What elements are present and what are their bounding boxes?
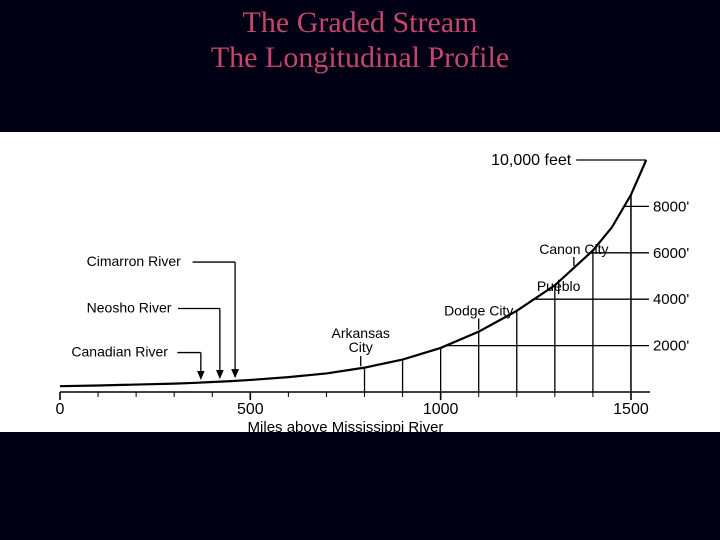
city-label: Canon City (539, 241, 608, 257)
slide: The Graded Stream The Longitudinal Profi… (0, 0, 720, 540)
longitudinal-profile-chart: 0 500 1000 1500 Miles above Mississippi Rive… (0, 132, 720, 432)
elev-label: 10,000 feet (491, 152, 572, 169)
elev-label: 6000' (653, 245, 689, 262)
slide-title: The Graded Stream The Longitudinal Profi… (0, 0, 720, 75)
elev-label: 8000' (653, 198, 689, 215)
title-line-2: The Longitudinal Profile (0, 41, 720, 76)
x-tick-label: 1500 (613, 401, 649, 418)
river-label: Canadian River (71, 344, 168, 360)
river-label: Neosho River (87, 299, 172, 315)
river-label: Cimarron River (87, 253, 181, 269)
city-label: City (349, 339, 373, 355)
x-tick-label: 500 (237, 401, 264, 418)
x-axis-label: Miles above Mississippi River (248, 419, 444, 432)
title-line-1: The Graded Stream (0, 6, 720, 41)
city-label: Dodge City (444, 302, 513, 318)
elev-label: 4000' (653, 291, 689, 308)
x-tick-label: 0 (56, 401, 65, 418)
elev-label: 2000' (653, 338, 689, 355)
x-tick-label: 1000 (423, 401, 459, 418)
